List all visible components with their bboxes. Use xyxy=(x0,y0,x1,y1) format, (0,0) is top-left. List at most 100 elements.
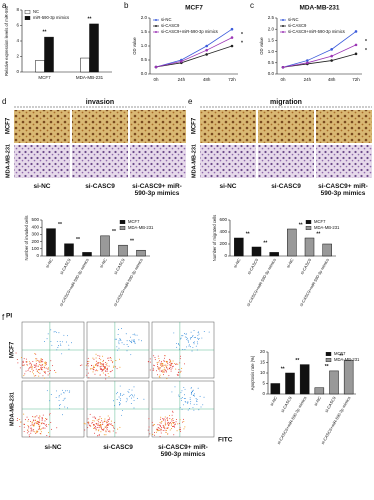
y-tick-label: 1.0 xyxy=(141,43,148,48)
flow-dot xyxy=(85,364,87,366)
flow-dot xyxy=(39,425,41,427)
flow-dot xyxy=(187,409,189,411)
flow-dot xyxy=(197,337,199,339)
flow-dot xyxy=(134,394,136,396)
flow-dot xyxy=(49,436,51,438)
flow-dot xyxy=(186,346,188,348)
flow-dot xyxy=(27,370,29,372)
flow-dot xyxy=(66,407,68,409)
flow-dot xyxy=(136,334,138,336)
flow-dot xyxy=(191,391,193,393)
flow-dot xyxy=(191,350,193,352)
flow-dot xyxy=(172,418,174,420)
flow-dot xyxy=(29,435,31,437)
flow-dot xyxy=(172,411,174,413)
flow-dot xyxy=(93,358,95,360)
micrograph xyxy=(200,145,256,178)
flow-dot xyxy=(170,364,172,366)
flow-dot xyxy=(165,371,167,373)
flow-dot xyxy=(138,339,140,341)
flow-dot xyxy=(27,420,29,422)
flow-dot xyxy=(183,363,185,365)
legend-swatch xyxy=(282,31,284,33)
flow-dot xyxy=(176,343,178,345)
flow-dot xyxy=(181,397,183,399)
flow-dot xyxy=(160,362,162,364)
flow-dot xyxy=(49,369,51,371)
flow-dot xyxy=(37,369,39,371)
x-tick-label: 72h xyxy=(228,77,236,82)
y-tick-label: 0 xyxy=(16,69,19,74)
flow-dot xyxy=(162,363,164,365)
flow-dot xyxy=(110,358,112,360)
significance: ** xyxy=(316,231,320,237)
flow-dot xyxy=(45,367,47,369)
x-tick-label: 24h xyxy=(178,77,186,82)
significance: ** xyxy=(76,237,80,243)
flow-dot xyxy=(173,422,175,424)
flow-dot xyxy=(167,433,169,435)
flow-dot xyxy=(168,364,170,366)
flow-dot xyxy=(198,331,200,333)
flow-dot xyxy=(181,408,183,410)
flow-dot xyxy=(35,353,37,355)
flow-dot xyxy=(162,427,164,429)
flow-dot xyxy=(106,369,108,371)
flow-dot xyxy=(195,345,197,347)
flow-dot xyxy=(147,429,149,431)
flow-dot xyxy=(31,366,33,368)
legend-swatch xyxy=(305,219,312,224)
flow-dot xyxy=(93,365,95,367)
flow-dot xyxy=(115,432,117,434)
flow-dot xyxy=(131,395,133,397)
significance: ** xyxy=(88,16,92,22)
flow-dot xyxy=(88,423,90,425)
bar xyxy=(234,237,244,257)
flow-dot xyxy=(108,359,110,361)
point xyxy=(205,53,208,56)
flow-dot xyxy=(167,421,169,423)
flow-dot xyxy=(183,421,185,423)
flow-dot xyxy=(97,421,99,423)
flow-dot xyxy=(39,372,41,374)
flow-dot xyxy=(163,371,165,373)
migration-title: migration xyxy=(270,99,302,106)
flow-dot xyxy=(203,396,205,398)
flow-dot xyxy=(159,370,161,372)
flow-dot xyxy=(152,424,154,426)
flow-dot xyxy=(112,366,114,368)
flow-dot xyxy=(202,404,204,406)
flow-dot xyxy=(79,365,81,367)
flow-dot xyxy=(171,363,173,365)
flow-dot xyxy=(164,419,166,421)
flow-dot xyxy=(163,359,165,361)
flow-x-label: FITC xyxy=(218,437,233,444)
legend-label: MDA-MB-231 xyxy=(334,357,360,362)
flow-dot xyxy=(95,370,97,372)
flow-dot xyxy=(159,435,161,437)
flow-dot xyxy=(66,341,68,343)
flow-dot xyxy=(110,360,112,362)
flow-dot xyxy=(30,362,32,364)
x-tick-label: 48h xyxy=(328,77,336,82)
flow-dot xyxy=(184,349,186,350)
flow-dot xyxy=(169,359,171,361)
flow-dot xyxy=(180,392,182,394)
flow-dot xyxy=(59,407,61,409)
flow-dot xyxy=(192,347,194,348)
flow-dot xyxy=(106,423,108,425)
flow-dot xyxy=(108,365,110,367)
flow-dot xyxy=(60,343,62,345)
flow-dot xyxy=(176,374,178,376)
flow-dot xyxy=(41,418,43,420)
flow-dot xyxy=(162,417,164,419)
flow-dot xyxy=(47,367,49,369)
flow-dot xyxy=(99,366,101,368)
row-label: MCF7 xyxy=(192,117,198,134)
flow-dot xyxy=(158,424,160,426)
flow-dot xyxy=(184,398,186,399)
flow-dot xyxy=(156,428,158,430)
flow-dot xyxy=(65,390,67,392)
flow-dot xyxy=(169,361,171,363)
